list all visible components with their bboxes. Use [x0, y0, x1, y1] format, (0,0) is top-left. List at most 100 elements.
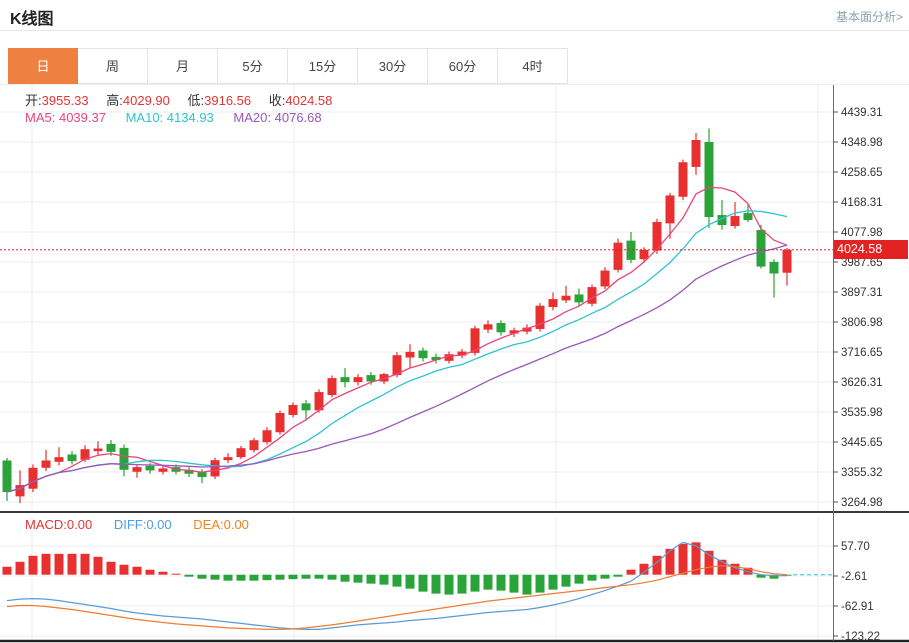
candle-body — [405, 351, 415, 358]
macd-bar — [379, 574, 389, 585]
candle-body — [132, 467, 142, 472]
dea-line — [6, 565, 788, 631]
tab-month[interactable]: 月 — [148, 48, 218, 84]
macd-bar — [236, 574, 246, 581]
candle-body — [80, 449, 90, 460]
macd-bar — [301, 574, 311, 579]
candle-body — [626, 240, 636, 260]
macd-bar — [275, 574, 285, 580]
macd-bar — [652, 555, 662, 575]
tab-day[interactable]: 日 — [8, 48, 78, 84]
macd-bar — [327, 574, 337, 580]
candle-body — [2, 460, 12, 493]
macd-bar — [54, 553, 64, 575]
candle-body — [678, 162, 688, 197]
candle-body — [587, 287, 597, 304]
macd-bar — [93, 556, 103, 575]
low-value: 3916.56 — [204, 93, 252, 108]
candle-body — [28, 467, 38, 489]
macd-bar — [405, 574, 415, 589]
candle-body — [665, 195, 675, 224]
period-tab-bar: 日 周 月 5分 15分 30分 60分 4时 — [8, 48, 568, 84]
macd-bar — [587, 574, 597, 581]
macd-bar — [470, 574, 480, 592]
diff-label: DIFF: — [113, 517, 147, 532]
y-axis-label: 4258.65 — [841, 167, 883, 179]
macd-bar — [340, 574, 350, 582]
candlestick-series — [2, 128, 792, 503]
macd-histogram — [2, 542, 792, 595]
close-label: 收: — [268, 93, 286, 108]
ma10-line — [6, 210, 788, 493]
ma20-line — [6, 244, 788, 493]
y-axis-label: 57.70 — [841, 541, 870, 553]
candle-body — [535, 305, 545, 329]
y-axis-label: 3897.31 — [841, 287, 883, 299]
macd-bar — [522, 574, 532, 595]
candle-body — [262, 430, 272, 443]
macd-bar — [509, 574, 519, 593]
candle-body — [431, 356, 441, 361]
y-axis-label: 4168.31 — [841, 197, 883, 209]
tab-week[interactable]: 周 — [78, 48, 148, 84]
macd-bar — [626, 569, 636, 575]
macd-bar — [288, 574, 298, 580]
dea-value: 0.00 — [223, 517, 249, 532]
candle-body — [652, 222, 662, 251]
tab-label: 月 — [175, 59, 189, 74]
candle-body — [275, 412, 285, 433]
diff-value: 0.00 — [146, 517, 172, 532]
candle-body — [756, 229, 766, 267]
header-divider — [0, 30, 909, 31]
candle-body — [301, 403, 311, 411]
tab-4hour[interactable]: 4时 — [498, 48, 568, 84]
macd-bar — [418, 574, 428, 592]
macd-bar — [41, 553, 51, 575]
tab-15min[interactable]: 15分 — [288, 48, 358, 84]
grid-lines — [0, 85, 833, 639]
tab-label: 4时 — [522, 59, 543, 74]
fundamental-analysis-link[interactable]: 基本面分析> — [835, 10, 903, 24]
macd-bar — [145, 569, 155, 575]
candle-body — [288, 405, 298, 415]
macd-bar — [483, 574, 493, 590]
y-axis-label: 3264.98 — [841, 497, 883, 509]
y-axis-label: 3987.65 — [841, 257, 883, 269]
dea-label: DEA: — [193, 517, 224, 532]
macd-bar — [717, 559, 727, 575]
candle-body — [340, 377, 350, 383]
y-axis-label: 3535.98 — [841, 407, 883, 419]
macd-bar — [561, 574, 571, 587]
macd-bar — [535, 574, 545, 593]
ma20-value: 4076.68 — [274, 110, 322, 125]
macd-bar — [431, 574, 441, 594]
macd-bar — [457, 574, 467, 594]
candle-body — [613, 242, 623, 270]
candle-body — [600, 270, 610, 287]
macd-bar — [665, 548, 675, 575]
high-label: 高: — [106, 93, 123, 108]
y-axis-label: 3716.65 — [841, 347, 883, 359]
macd-bar — [249, 574, 259, 581]
candle-body — [210, 460, 220, 477]
page-title: K线图 — [10, 11, 54, 28]
ma5-label: MA5: — [25, 110, 56, 125]
macd-label: MACD: — [25, 517, 67, 532]
ohlc-readout: 开:3955.33 高:4029.90 低:3916.56 收:4024.58 — [25, 90, 346, 109]
tab-30min[interactable]: 30分 — [358, 48, 428, 84]
high-value: 4029.90 — [122, 93, 170, 108]
ma5-line — [6, 186, 788, 493]
tab-60min[interactable]: 60分 — [428, 48, 498, 84]
macd-bar — [119, 564, 129, 575]
y-axis-label: 3626.31 — [841, 377, 883, 389]
macd-bar — [132, 566, 142, 575]
macd-bar — [171, 573, 181, 575]
candle-body — [67, 454, 77, 462]
macd-bar — [756, 574, 766, 578]
tab-label: 60分 — [448, 59, 477, 74]
tab-5min[interactable]: 5分 — [218, 48, 288, 84]
candle-body — [730, 216, 740, 227]
macd-bar — [574, 574, 584, 584]
